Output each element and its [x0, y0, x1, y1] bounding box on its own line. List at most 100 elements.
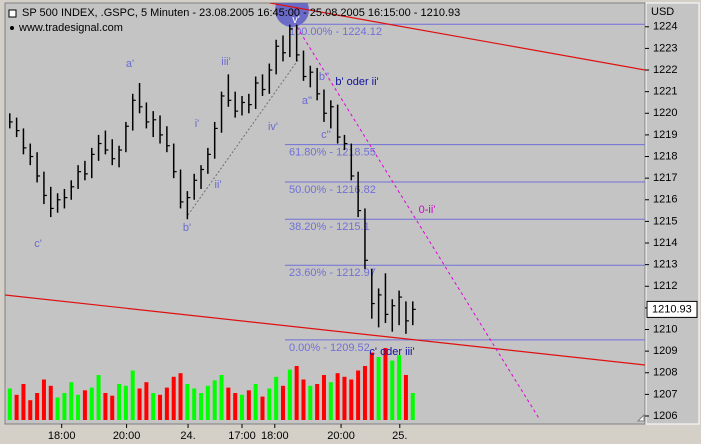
y-tick-label: 1212: [653, 280, 677, 292]
volume-bar: [274, 376, 279, 420]
volume-bar: [280, 385, 285, 420]
volume-bar: [110, 395, 115, 420]
volume-bar: [35, 393, 40, 420]
volume-bar: [287, 369, 292, 420]
volume-bar: [205, 385, 210, 420]
volume-bar: [403, 375, 408, 420]
volume-bar: [335, 373, 340, 420]
volume-bar: [144, 382, 149, 420]
plot-layer: 100.00% - 1224.12 61.80% - 1218.55 50.00% …: [5, 3, 645, 421]
volume-bar: [96, 375, 101, 420]
x-tick-label: 25.: [392, 430, 407, 442]
annotation: iv': [268, 121, 278, 133]
y-tick-label: 1224: [653, 21, 677, 33]
annotation: i': [195, 118, 200, 130]
volume-bar: [21, 384, 26, 420]
fib-label: 23.60% - 1212.97: [289, 267, 376, 279]
axis-area: [645, 2, 700, 425]
y-tick-label: 1210: [653, 323, 677, 335]
annotation: iii': [221, 56, 230, 68]
volume-bar: [260, 396, 265, 420]
annotation: v': [292, 14, 300, 26]
volume-bar: [41, 379, 46, 420]
volume-bar: [14, 394, 19, 420]
volume-bar: [356, 370, 361, 420]
y-tick-label: 1217: [653, 172, 677, 184]
window-box: [8, 9, 17, 18]
volume-bar: [315, 384, 320, 420]
x-tick-label: 20:00: [327, 430, 355, 442]
y-tick-label: 1220: [653, 107, 677, 119]
volume-bar: [62, 393, 67, 420]
x-tick-label: 20:00: [113, 430, 141, 442]
y-tick-label: 1208: [653, 367, 677, 379]
volume-bar: [253, 384, 258, 420]
annotation: a'': [302, 95, 312, 107]
volume-bar: [89, 387, 94, 420]
volume-bar: [76, 394, 81, 420]
y-tick-label: 1214: [653, 237, 677, 249]
volume-bar: [397, 355, 402, 420]
x-tick-label: 18:00: [48, 430, 76, 442]
last-price-box: [646, 300, 698, 318]
volume-bar: [301, 379, 306, 420]
volume-bar: [246, 390, 251, 420]
volume-bar: [267, 388, 272, 420]
volume-bar: [390, 360, 395, 420]
volume-bar: [294, 366, 299, 420]
y-tick-label: 1209: [653, 345, 677, 357]
resize-grip: [636, 413, 645, 422]
volume-bar: [308, 385, 313, 420]
y-tick-label: 1215: [653, 215, 677, 227]
volume-bar: [362, 366, 367, 420]
annotation: ii': [215, 179, 222, 191]
volume-bar: [103, 393, 108, 420]
bullet: [10, 26, 14, 30]
volume-bar: [151, 393, 156, 420]
annotation: c' oder iii': [369, 346, 414, 358]
volume-bar: [28, 400, 33, 420]
x-tick-label: 24.: [180, 430, 195, 442]
x-tick-label: 17:00: [228, 430, 256, 442]
volume-bar: [226, 387, 231, 420]
volume-bar: [342, 376, 347, 420]
volume-bar: [164, 387, 169, 420]
volume-bar: [69, 382, 74, 420]
x-tick-label: 18:00: [261, 430, 289, 442]
volume-bar: [82, 390, 87, 420]
fib-label: 61.80% - 1218.55: [289, 147, 376, 159]
y-tick-label: 1223: [653, 42, 677, 54]
y-tick-label: 1218: [653, 150, 677, 162]
volume-bar: [321, 375, 326, 420]
volume-bar: [349, 379, 354, 420]
annotation: c'': [321, 129, 331, 141]
subtitle: www.tradesignal.com: [18, 22, 123, 34]
volume-bar: [383, 348, 388, 420]
last-price-label: 1210.93: [652, 303, 692, 315]
volume-bar: [158, 394, 163, 420]
volume-bar: [48, 385, 53, 420]
plot-area: [4, 2, 646, 425]
trend-line: [5, 294, 645, 366]
volume-bar: [192, 388, 197, 420]
y-tick-label: 1206: [653, 410, 677, 422]
annotation: b'': [319, 71, 329, 83]
volume-bar: [123, 385, 128, 420]
y-tick-label: 1207: [653, 388, 677, 400]
volume-bar: [55, 397, 60, 420]
volume-bar: [376, 357, 381, 420]
volume-bar: [199, 393, 204, 420]
fib-label: 38.20% - 1215.1: [289, 221, 370, 233]
y-tick-label: 1219: [653, 129, 677, 141]
fib-label: 50.00% - 1216.82: [289, 184, 376, 196]
volume-bar: [130, 370, 135, 420]
annotation: c': [34, 238, 42, 250]
y-tick-label: 1213: [653, 259, 677, 271]
volume-bar: [233, 393, 238, 420]
y-tick-label: 1216: [653, 194, 677, 206]
trend-line: [269, 3, 645, 71]
volume-bar: [328, 382, 333, 420]
annotation: b' oder ii': [335, 76, 378, 88]
volume-bar: [185, 384, 190, 420]
